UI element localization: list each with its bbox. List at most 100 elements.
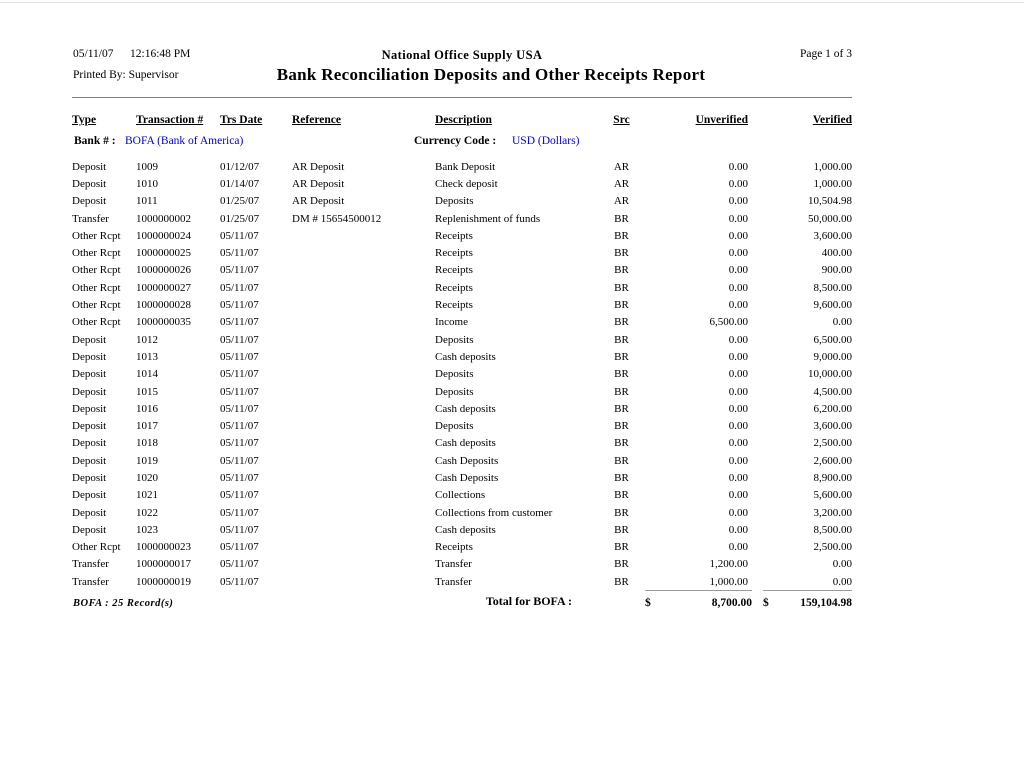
cell-src: AR: [613, 177, 630, 190]
total-verified: $ 159,104.98: [763, 590, 852, 609]
cell-transaction-number: 1023: [136, 523, 158, 536]
cell-trs-date: 05/11/07: [220, 264, 259, 277]
total-unverified: $ 8,700.00: [645, 590, 752, 609]
cell-verified-amount: 2,500.00: [813, 541, 853, 554]
cell-src: BR: [614, 506, 629, 519]
table-row: Deposit 1015 05/11/07 Deposits BR 0.00 4…: [72, 383, 852, 400]
cell-description: Cash deposits: [435, 437, 496, 450]
cell-unverified-amount: 6,500.00: [709, 316, 749, 329]
cell-unverified-amount: 0.00: [728, 471, 748, 484]
cell-trs-date: 05/11/07: [220, 489, 259, 502]
total-verified-currency: $: [763, 597, 769, 610]
cell-unverified-amount: 0.00: [728, 489, 748, 502]
cell-trs-date: 01/14/07: [220, 177, 260, 190]
cell-description: Deposits: [435, 385, 474, 398]
print-date: 05/11/07: [73, 48, 114, 60]
cell-trs-date: 05/11/07: [220, 402, 259, 415]
cell-description: Transfer: [435, 558, 472, 571]
cell-verified-amount: 3,200.00: [813, 506, 853, 519]
cell-description: Receipts: [435, 299, 473, 312]
cell-transaction-number: 1014: [136, 368, 158, 381]
col-header-type: Type: [72, 114, 97, 126]
table-row: Deposit 1013 05/11/07 Cash deposits BR 0…: [72, 348, 852, 365]
cell-src: BR: [614, 299, 629, 312]
cell-transaction-number: 1012: [136, 333, 158, 346]
cell-description: Transfer: [435, 575, 472, 588]
cell-trs-date: 05/11/07: [220, 575, 259, 588]
cell-transaction-number: 1016: [136, 402, 158, 415]
printed-by: Printed By: Supervisor: [73, 69, 179, 81]
cell-unverified-amount: 0.00: [728, 160, 748, 173]
cell-transaction-number: 1011: [136, 195, 158, 208]
cell-unverified-amount: 0.00: [728, 229, 748, 242]
currency-code-value-link[interactable]: USD (Dollars): [512, 135, 580, 147]
cell-unverified-amount: 0.00: [728, 506, 748, 519]
cell-type: Other Rcpt: [72, 316, 121, 329]
cell-trs-date: 05/11/07: [220, 541, 259, 554]
cell-description: Income: [435, 316, 468, 329]
cell-unverified-amount: 0.00: [728, 420, 748, 433]
cell-src: BR: [614, 264, 629, 277]
table-row: Transfer 1000000017 05/11/07 Transfer BR…: [72, 556, 852, 573]
cell-verified-amount: 9,000.00: [813, 350, 853, 363]
cell-verified-amount: 0.00: [832, 575, 852, 588]
cell-unverified-amount: 0.00: [728, 333, 748, 346]
cell-type: Deposit: [72, 420, 107, 433]
cell-verified-amount: 0.00: [832, 316, 852, 329]
cell-trs-date: 05/11/07: [220, 523, 259, 536]
table-row: Deposit 1017 05/11/07 Deposits BR 0.00 3…: [72, 417, 852, 434]
cell-transaction-number: 1010: [136, 177, 158, 190]
cell-transaction-number: 1000000025: [136, 247, 191, 260]
table-row: Deposit 1009 01/12/07 AR Deposit Bank De…: [72, 158, 852, 175]
cell-src: BR: [614, 420, 629, 433]
table-row: Deposit 1011 01/25/07 AR Deposit Deposit…: [72, 193, 852, 210]
cell-src: BR: [614, 489, 629, 502]
cell-verified-amount: 8,900.00: [813, 471, 853, 484]
cell-src: AR: [613, 160, 630, 173]
cell-trs-date: 05/11/07: [220, 471, 259, 484]
table-row: Other Rcpt 1000000026 05/11/07 Receipts …: [72, 262, 852, 279]
company-name: National Office Supply USA: [381, 48, 543, 62]
cell-type: Other Rcpt: [72, 281, 121, 294]
bank-number-value-link[interactable]: BOFA (Bank of America): [125, 135, 244, 147]
cell-verified-amount: 9,600.00: [813, 299, 853, 312]
col-header-description: Description: [435, 114, 492, 126]
cell-description: Collections: [435, 489, 486, 502]
bank-number-label: Bank # :: [74, 135, 116, 147]
cell-src: BR: [614, 316, 629, 329]
col-header-unverified: Unverified: [695, 114, 748, 126]
table-row: Other Rcpt 1000000027 05/11/07 Receipts …: [72, 279, 852, 296]
col-header-transaction: Transaction #: [136, 114, 204, 126]
cell-description: Receipts: [435, 229, 473, 242]
cell-description: Bank Deposit: [435, 160, 496, 173]
table-row: Deposit 1018 05/11/07 Cash deposits BR 0…: [72, 435, 852, 452]
cell-description: Cash deposits: [435, 350, 496, 363]
cell-trs-date: 01/25/07: [220, 212, 260, 225]
cell-unverified-amount: 0.00: [728, 177, 748, 190]
cell-verified-amount: 5,600.00: [813, 489, 853, 502]
cell-type: Transfer: [72, 558, 109, 571]
col-header-verified: Verified: [812, 114, 852, 126]
cell-type: Deposit: [72, 489, 107, 502]
cell-transaction-number: 1000000026: [136, 264, 191, 277]
cell-transaction-number: 1015: [136, 385, 158, 398]
cell-unverified-amount: 0.00: [728, 541, 748, 554]
cell-type: Other Rcpt: [72, 541, 121, 554]
cell-src: AR: [613, 195, 630, 208]
cell-transaction-number: 1017: [136, 420, 158, 433]
cell-type: Deposit: [72, 506, 107, 519]
cell-src: BR: [614, 575, 629, 588]
cell-description: Receipts: [435, 541, 473, 554]
cell-transaction-number: 1000000028: [136, 299, 191, 312]
table-row: Other Rcpt 1000000023 05/11/07 Receipts …: [72, 539, 852, 556]
table-row: Deposit 1020 05/11/07 Cash Deposits BR 0…: [72, 469, 852, 486]
cell-type: Deposit: [72, 333, 107, 346]
cell-src: BR: [614, 471, 629, 484]
cell-verified-amount: 6,500.00: [813, 333, 853, 346]
total-unverified-currency: $: [645, 597, 651, 610]
cell-src: BR: [614, 454, 629, 467]
cell-src: BR: [614, 368, 629, 381]
cell-trs-date: 05/11/07: [220, 299, 259, 312]
cell-transaction-number: 1000000017: [136, 558, 191, 571]
cell-src: BR: [614, 333, 629, 346]
